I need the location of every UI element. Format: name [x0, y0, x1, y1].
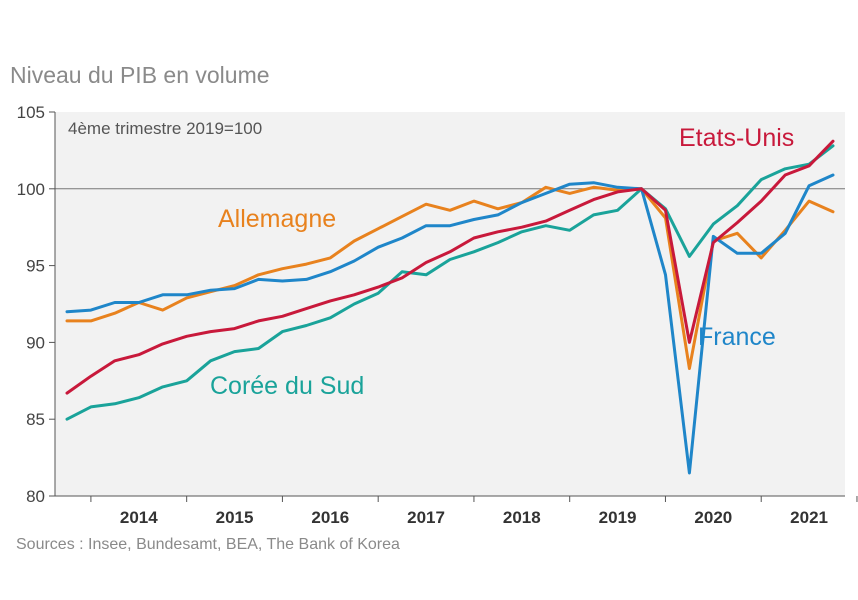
x-tick-label: 2017 — [407, 508, 445, 527]
x-tick-label: 2018 — [503, 508, 541, 527]
y-tick-label: 90 — [26, 333, 45, 352]
chart-source: Sources : Insee, Bundesamt, BEA, The Ban… — [16, 536, 400, 553]
y-tick-label: 85 — [26, 410, 45, 429]
x-tick-label: 2014 — [120, 508, 158, 527]
series-coree-du-sud — [65, 144, 835, 421]
chart-title: Niveau du PIB en volume — [10, 62, 270, 88]
y-tick-label: 80 — [26, 487, 45, 506]
label-france: France — [698, 323, 776, 351]
x-tick-label: 2019 — [599, 508, 637, 527]
x-tick-label: 2020 — [694, 508, 732, 527]
subtitle-annotation: 4ème trimestre 2019=100 — [68, 119, 262, 138]
x-tick-label: 2016 — [311, 508, 349, 527]
x-tick-label: 2015 — [216, 508, 254, 527]
series-france — [65, 173, 835, 475]
y-tick-label: 95 — [26, 257, 45, 276]
label-etats-unis: Etats-Unis — [679, 124, 794, 152]
y-tick-label: 100 — [17, 180, 45, 199]
plot-background — [55, 112, 845, 496]
series-allemagne — [65, 185, 835, 370]
label-allemagne: Allemagne — [218, 205, 336, 233]
series-etats-unis — [65, 139, 835, 395]
y-tick-label: 105 — [17, 103, 45, 122]
x-tick-label: 2021 — [790, 508, 828, 527]
label-coree-du-sud: Corée du Sud — [210, 372, 364, 400]
